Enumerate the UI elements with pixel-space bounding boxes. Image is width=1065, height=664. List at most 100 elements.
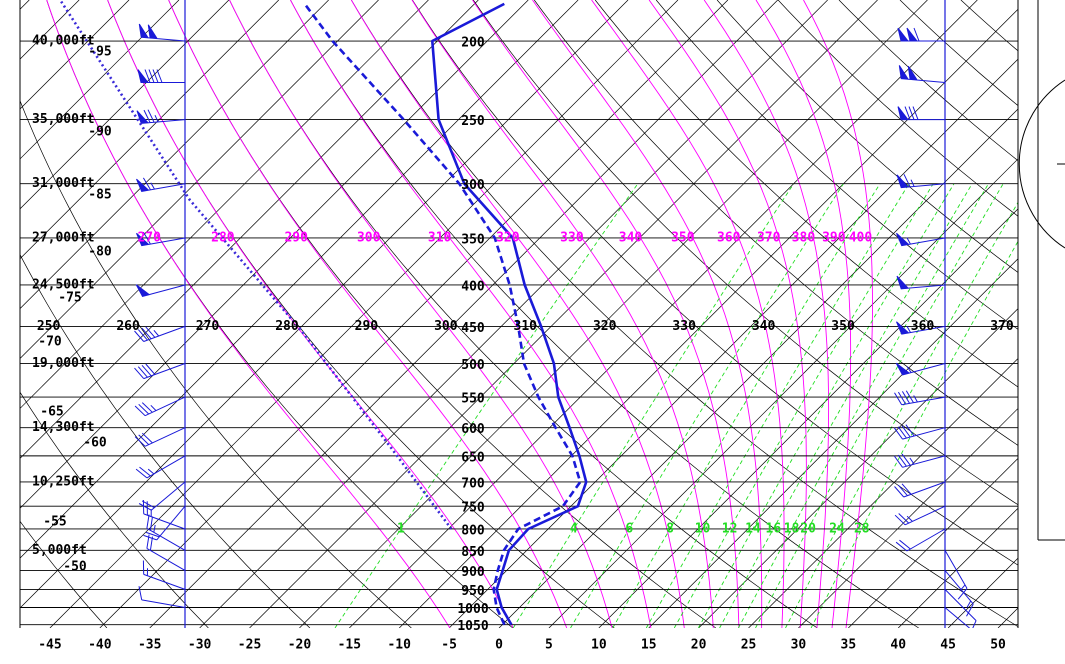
dry-adiabat bbox=[351, 0, 1018, 628]
isotherm bbox=[698, 308, 1018, 628]
x-tick-label: 25 bbox=[741, 638, 757, 653]
moist-adiabat-label: 320 bbox=[496, 230, 520, 245]
wind-barb bbox=[136, 231, 186, 247]
isotherm-label: -85 bbox=[88, 188, 111, 203]
mixing-ratio-label: 8 bbox=[666, 521, 674, 536]
moist-adiabat-label: 400 bbox=[849, 230, 873, 245]
isotherm-label: -55 bbox=[43, 515, 66, 530]
height-label: 31,000ft bbox=[32, 176, 95, 191]
moist-adiabat bbox=[532, 0, 763, 628]
mixing-ratio-label: 28 bbox=[854, 521, 870, 536]
mixing-ratio-line bbox=[512, 183, 795, 628]
wind-barb bbox=[134, 325, 186, 342]
moist-adiabat-label: 340 bbox=[619, 230, 643, 245]
dry-adiabat bbox=[20, 253, 311, 628]
wind-barb bbox=[893, 424, 946, 440]
dry-adiabat-label: 370 bbox=[990, 319, 1014, 334]
dry-adiabat bbox=[20, 99, 412, 628]
isotherm bbox=[498, 108, 1018, 628]
moist-adiabat-label: 310 bbox=[428, 230, 452, 245]
dry-adiabat-label: 270 bbox=[196, 319, 220, 334]
x-tick-label: -15 bbox=[338, 638, 361, 653]
x-tick-label: 45 bbox=[940, 638, 956, 653]
moist-adiabat bbox=[803, 0, 873, 628]
moist-adiabat-label: 270 bbox=[137, 230, 161, 245]
wind-barb bbox=[146, 514, 186, 551]
wind-barb bbox=[944, 589, 977, 628]
dry-adiabat bbox=[20, 391, 209, 628]
dry-adiabat-label: 290 bbox=[355, 319, 379, 334]
pressure-label: 800 bbox=[461, 523, 485, 538]
pressure-label: 200 bbox=[461, 36, 485, 51]
moist-adiabat-label: 290 bbox=[284, 230, 308, 245]
dry-adiabat-label: 340 bbox=[752, 319, 776, 334]
x-tick-label: 10 bbox=[591, 638, 607, 653]
moist-adiabat-label: 390 bbox=[822, 230, 846, 245]
isotherm-label: -60 bbox=[83, 436, 107, 451]
wind-barb bbox=[894, 505, 946, 526]
dry-adiabat bbox=[412, 0, 1018, 566]
isotherm-label: -65 bbox=[40, 405, 63, 420]
isotherm bbox=[20, 0, 429, 409]
pressure-label: 250 bbox=[461, 114, 485, 129]
wind-barb bbox=[143, 505, 186, 541]
mixing-ratio-line bbox=[570, 183, 844, 628]
wind-barb bbox=[146, 534, 186, 571]
wind-barb bbox=[142, 560, 186, 590]
moist-adiabat bbox=[350, 0, 685, 628]
height-label: 24,500ft bbox=[32, 277, 95, 292]
dry-adiabat-label: 330 bbox=[672, 319, 696, 334]
wind-barb bbox=[894, 481, 946, 498]
dry-adiabat-label: 300 bbox=[434, 319, 458, 334]
x-tick-label: -35 bbox=[138, 638, 161, 653]
wind-barb bbox=[897, 27, 945, 42]
pressure-label: 700 bbox=[461, 476, 485, 491]
pressure-label: 600 bbox=[461, 422, 485, 437]
height-label: 5,000ft bbox=[32, 543, 87, 558]
x-tick-label: 30 bbox=[791, 638, 807, 653]
mixing-ratio-label: 4 bbox=[570, 521, 578, 536]
wind-barb bbox=[135, 284, 186, 297]
x-tick-label: -10 bbox=[387, 638, 411, 653]
dry-adiabat bbox=[899, 0, 1018, 107]
mixing-ratio-label: 12 bbox=[722, 521, 738, 536]
pressure-label: 450 bbox=[461, 321, 485, 336]
dry-adiabat-label: 310 bbox=[514, 319, 538, 334]
dry-adiabat-label: 260 bbox=[116, 319, 140, 334]
isotherm bbox=[548, 158, 1018, 628]
wind-barb bbox=[136, 109, 186, 124]
mixing-ratio-line bbox=[673, 183, 934, 628]
mixing-ratio-line bbox=[334, 183, 639, 628]
pressure-label: 350 bbox=[461, 232, 485, 247]
wind-barb bbox=[895, 528, 946, 552]
moist-adiabat bbox=[46, 0, 451, 628]
isotherm bbox=[99, 0, 729, 628]
isotherm-label: -50 bbox=[63, 560, 87, 575]
wind-barb bbox=[944, 607, 971, 628]
moist-adiabat bbox=[755, 0, 852, 628]
wind-barb bbox=[896, 275, 946, 290]
isotherm bbox=[598, 208, 1018, 628]
x-tick-label: -30 bbox=[188, 638, 212, 653]
isotherm bbox=[20, 0, 329, 310]
isotherm-label: -75 bbox=[58, 291, 81, 306]
dry-adiabat bbox=[838, 0, 1018, 162]
isotherm bbox=[648, 258, 1018, 628]
height-label: 40,000ft bbox=[32, 34, 95, 49]
wind-barb bbox=[944, 570, 974, 617]
isotherm bbox=[20, 0, 479, 459]
mixing-ratio-label: 24 bbox=[829, 521, 845, 536]
isotherm-label: -95 bbox=[88, 45, 111, 60]
moist-adiabat-label: 380 bbox=[792, 230, 816, 245]
mixing-ratio-line bbox=[612, 183, 881, 628]
dry-adiabat-label: 360 bbox=[911, 319, 935, 334]
x-tick-label: 5 bbox=[545, 638, 553, 653]
mixing-ratio-label: 1 bbox=[397, 521, 405, 536]
x-tick-label: 40 bbox=[890, 638, 906, 653]
isotherm bbox=[299, 0, 928, 628]
moist-adiabat-label: 360 bbox=[717, 230, 741, 245]
x-tick-label: 50 bbox=[990, 638, 1006, 653]
moist-adiabat bbox=[411, 0, 714, 628]
mixing-ratio-line bbox=[645, 183, 910, 628]
